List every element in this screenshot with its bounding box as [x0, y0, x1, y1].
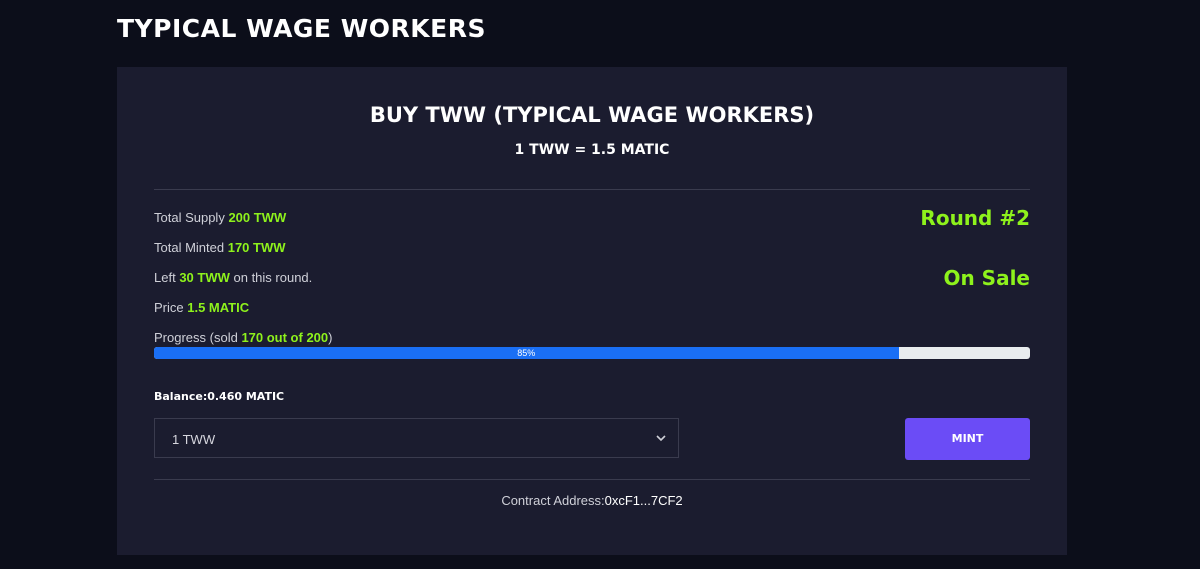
mint-button[interactable]: MINT — [905, 418, 1030, 460]
stat-value: 200 TWW — [228, 210, 287, 225]
mint-card: BUY TWW (TYPICAL WAGE WORKERS) 1 TWW = 1… — [117, 67, 1067, 555]
stat-suffix: on this round. — [233, 270, 313, 285]
divider — [154, 479, 1030, 480]
stat-suffix: ) — [328, 330, 333, 345]
stat-row: Left 30 TWW on this round. — [154, 270, 312, 285]
progress-label: 85% — [517, 348, 536, 358]
balance: Balance:0.460 MATIC — [154, 390, 285, 403]
stat-value: 30 TWW — [179, 270, 230, 285]
stat-row: Total Minted 170 TWW — [154, 240, 286, 255]
stat-label: Total Supply — [154, 210, 225, 225]
stat-row: Total Supply 200 TWW — [154, 210, 286, 225]
chevron — [656, 435, 666, 442]
stat-label: Total Minted — [154, 240, 225, 255]
stat-row: Price 1.5 MATIC — [154, 300, 249, 315]
sale-status: On Sale — [943, 266, 1030, 290]
progress-fill — [154, 347, 899, 359]
stat-label: Left — [154, 270, 176, 285]
stat-value: 1.5 MATIC — [187, 300, 250, 315]
stat-row: Progress (sold 170 out of 200) — [154, 330, 332, 345]
round: Round #2 — [920, 206, 1030, 230]
contract-address[interactable]: 0xcF1...7CF2 — [604, 493, 683, 508]
card-title: BUY TWW (TYPICAL WAGE WORKERS) — [369, 103, 815, 127]
select-value: 1 TWW — [172, 432, 216, 447]
progress-bar: 85% — [154, 347, 1030, 359]
contract-label: Contract Address: — [501, 493, 605, 508]
rate: 1 TWW = 1.5 MATIC — [514, 142, 670, 158]
stat-value: 170 out of 200 — [241, 330, 329, 345]
contract: Contract Address:0xcF1...7CF2 — [117, 493, 1067, 508]
divider — [154, 189, 1030, 190]
page-title: TYPICAL WAGE WORKERS — [117, 14, 486, 43]
quantity-select[interactable]: 1 TWW — [154, 418, 679, 458]
stat-label: Progress (sold — [154, 330, 238, 345]
stat-label: Price — [154, 300, 184, 315]
stat-value: 170 TWW — [227, 240, 286, 255]
